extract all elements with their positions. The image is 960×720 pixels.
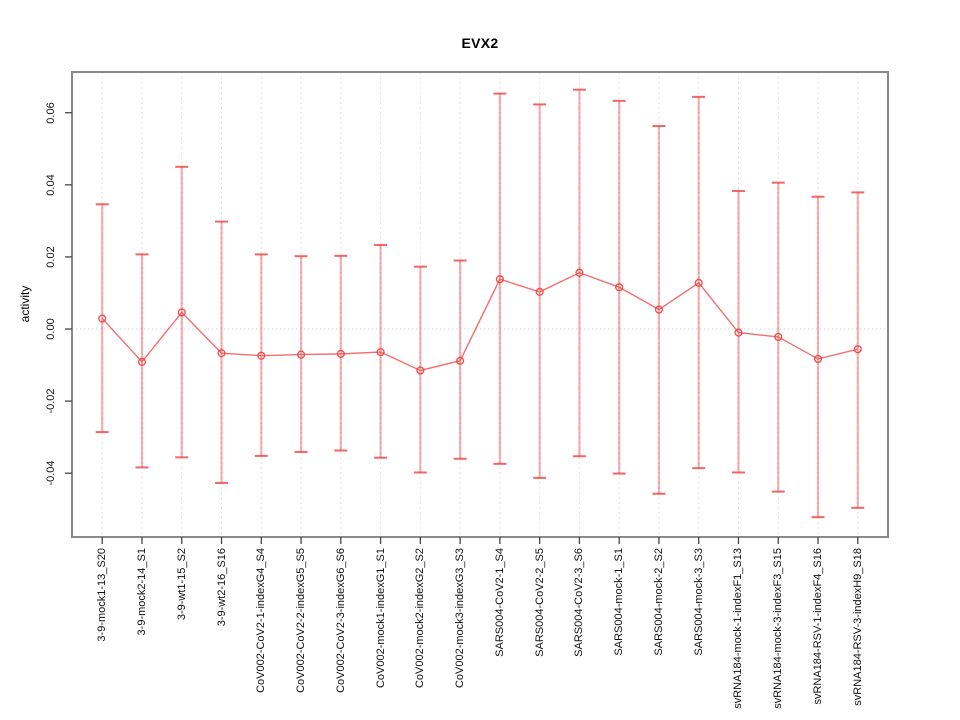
plot-border	[71, 71, 889, 538]
data-point	[774, 332, 783, 342]
y-tick-label: 0.04	[45, 174, 57, 196]
y-tick-label: 0.02	[45, 246, 57, 268]
x-tick-label: svRNA184-mock-1-indexF1_S13	[732, 548, 745, 709]
x-tick-label: CoV002-CoV2-3-indexG6_S6	[334, 548, 347, 693]
x-tick-label: 3-9-mock2-14_S1	[135, 548, 148, 636]
x-tick-label: SARS004-CoV2-1_S4	[493, 548, 506, 657]
y-tick-label: -0.04	[45, 460, 57, 486]
x-tick-label: SARS004-mock-3_S3	[692, 548, 705, 656]
data-point	[535, 287, 544, 296]
y-axis-title: activity	[18, 285, 32, 323]
data-point	[615, 283, 624, 292]
data-point	[257, 351, 266, 360]
data-point	[654, 305, 664, 314]
x-tick-label: CoV002-CoV2-2-indexG5_S5	[295, 548, 308, 693]
x-tick-label: svRNA184-RSV-1-indexF4_S16	[812, 548, 824, 705]
x-tick-label: SARS004-mock-2_S2	[652, 548, 665, 656]
data-point	[456, 356, 465, 365]
x-tick-label: SARS004-CoV2-2_S5	[533, 548, 546, 657]
x-tick-label: 3-9-wt2-16_S16	[215, 548, 228, 627]
x-tick-label: 3-9-wt1-15_S2	[175, 548, 188, 621]
x-tick-label: SARS004-CoV2-3_S6	[573, 548, 586, 657]
x-tick-label: svRNA184-RSV-3-indexH9_S18	[851, 548, 864, 706]
data-point	[853, 345, 862, 354]
data-point	[575, 268, 584, 277]
data-point	[177, 308, 186, 317]
x-tick-label: CoV002-mock1-indexG1_S1	[374, 548, 387, 689]
data-point	[217, 349, 226, 358]
x-tick-label: SARS004-mock-1_S1	[613, 548, 626, 656]
series-line	[101, 272, 858, 372]
x-tick-label: CoV002-CoV2-1-indexG4_S4	[255, 548, 268, 693]
chart-title: EVX2	[461, 35, 499, 51]
x-tick-label: CoV002-mock3-indexG3_S3	[454, 548, 467, 689]
data-point	[137, 357, 147, 366]
data-point	[376, 347, 385, 357]
data-point	[495, 275, 504, 284]
data-point	[336, 349, 345, 358]
data-point	[296, 350, 306, 359]
data-point	[813, 354, 823, 364]
data-point	[734, 328, 743, 337]
x-tick-label: svRNA184-mock-3-indexF3_S15	[772, 548, 785, 709]
data-point	[416, 366, 425, 375]
y-tick-label: 0.00	[45, 318, 57, 340]
x-tick-label: CoV002-mock2-indexG2_S2	[414, 548, 427, 689]
data-point	[694, 278, 703, 287]
x-tick-label: 3-9-mock1-13_S20	[96, 548, 109, 642]
data-point	[98, 314, 107, 323]
y-tick-label: 0.06	[45, 102, 57, 124]
y-tick-label: -0.02	[45, 388, 57, 414]
